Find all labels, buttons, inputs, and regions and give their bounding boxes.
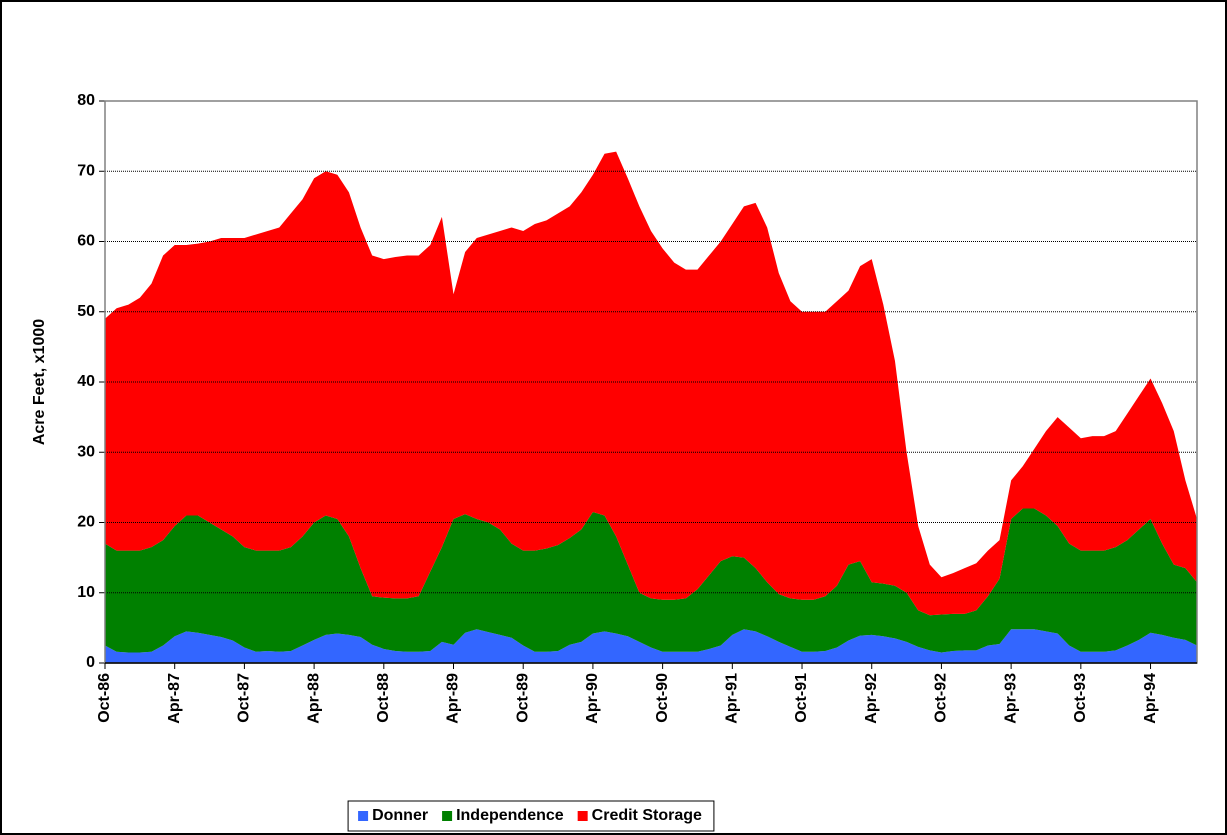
y-tick-label: 0 [86,654,95,671]
x-tick-label: Oct-86 [96,673,113,723]
x-tick-label: Apr-94 [1142,673,1159,724]
legend-box [347,800,715,832]
y-tick-label: 10 [77,584,95,601]
x-tick-label: Oct-89 [514,673,531,723]
x-tick-label: Apr-91 [724,673,741,724]
x-tick-label: Oct-88 [375,673,392,723]
x-tick-label: Apr-87 [166,673,183,724]
y-tick-label: 50 [77,303,95,320]
y-tick-label: 40 [77,373,95,390]
y-axis-label: Acre Feet, x1000 [31,319,48,445]
legend: Donner Independence Credit Storage [347,800,715,832]
x-tick-label: Apr-88 [305,673,322,724]
legend-swatch [577,811,588,821]
x-tick-label: Oct-90 [654,673,671,723]
legend-label: Independence [456,807,564,824]
area [105,151,1197,616]
x-tick-label: Oct-93 [1072,673,1089,723]
legend-swatch [358,811,369,821]
x-tick-label: Apr-89 [445,673,462,724]
area [105,629,1197,663]
y-tick-label: 80 [77,92,95,109]
x-tick-label: Oct-91 [793,673,810,723]
x-tick-label: Oct-92 [933,673,950,723]
y-tick-label: 70 [77,162,95,179]
area [105,508,1197,653]
y-tick-label: 60 [77,233,95,250]
x-tick-label: Apr-92 [863,673,880,724]
y-tick-label: 30 [77,443,95,460]
legend-label: Donner [372,807,428,824]
x-tick-label: Oct-87 [236,673,253,723]
y-tick-label: 20 [77,514,95,531]
legend-swatch [442,811,453,821]
x-tick-label: Apr-90 [584,673,601,724]
legend-label: Credit Storage [592,807,702,824]
x-tick-label: Apr-93 [1002,673,1019,724]
